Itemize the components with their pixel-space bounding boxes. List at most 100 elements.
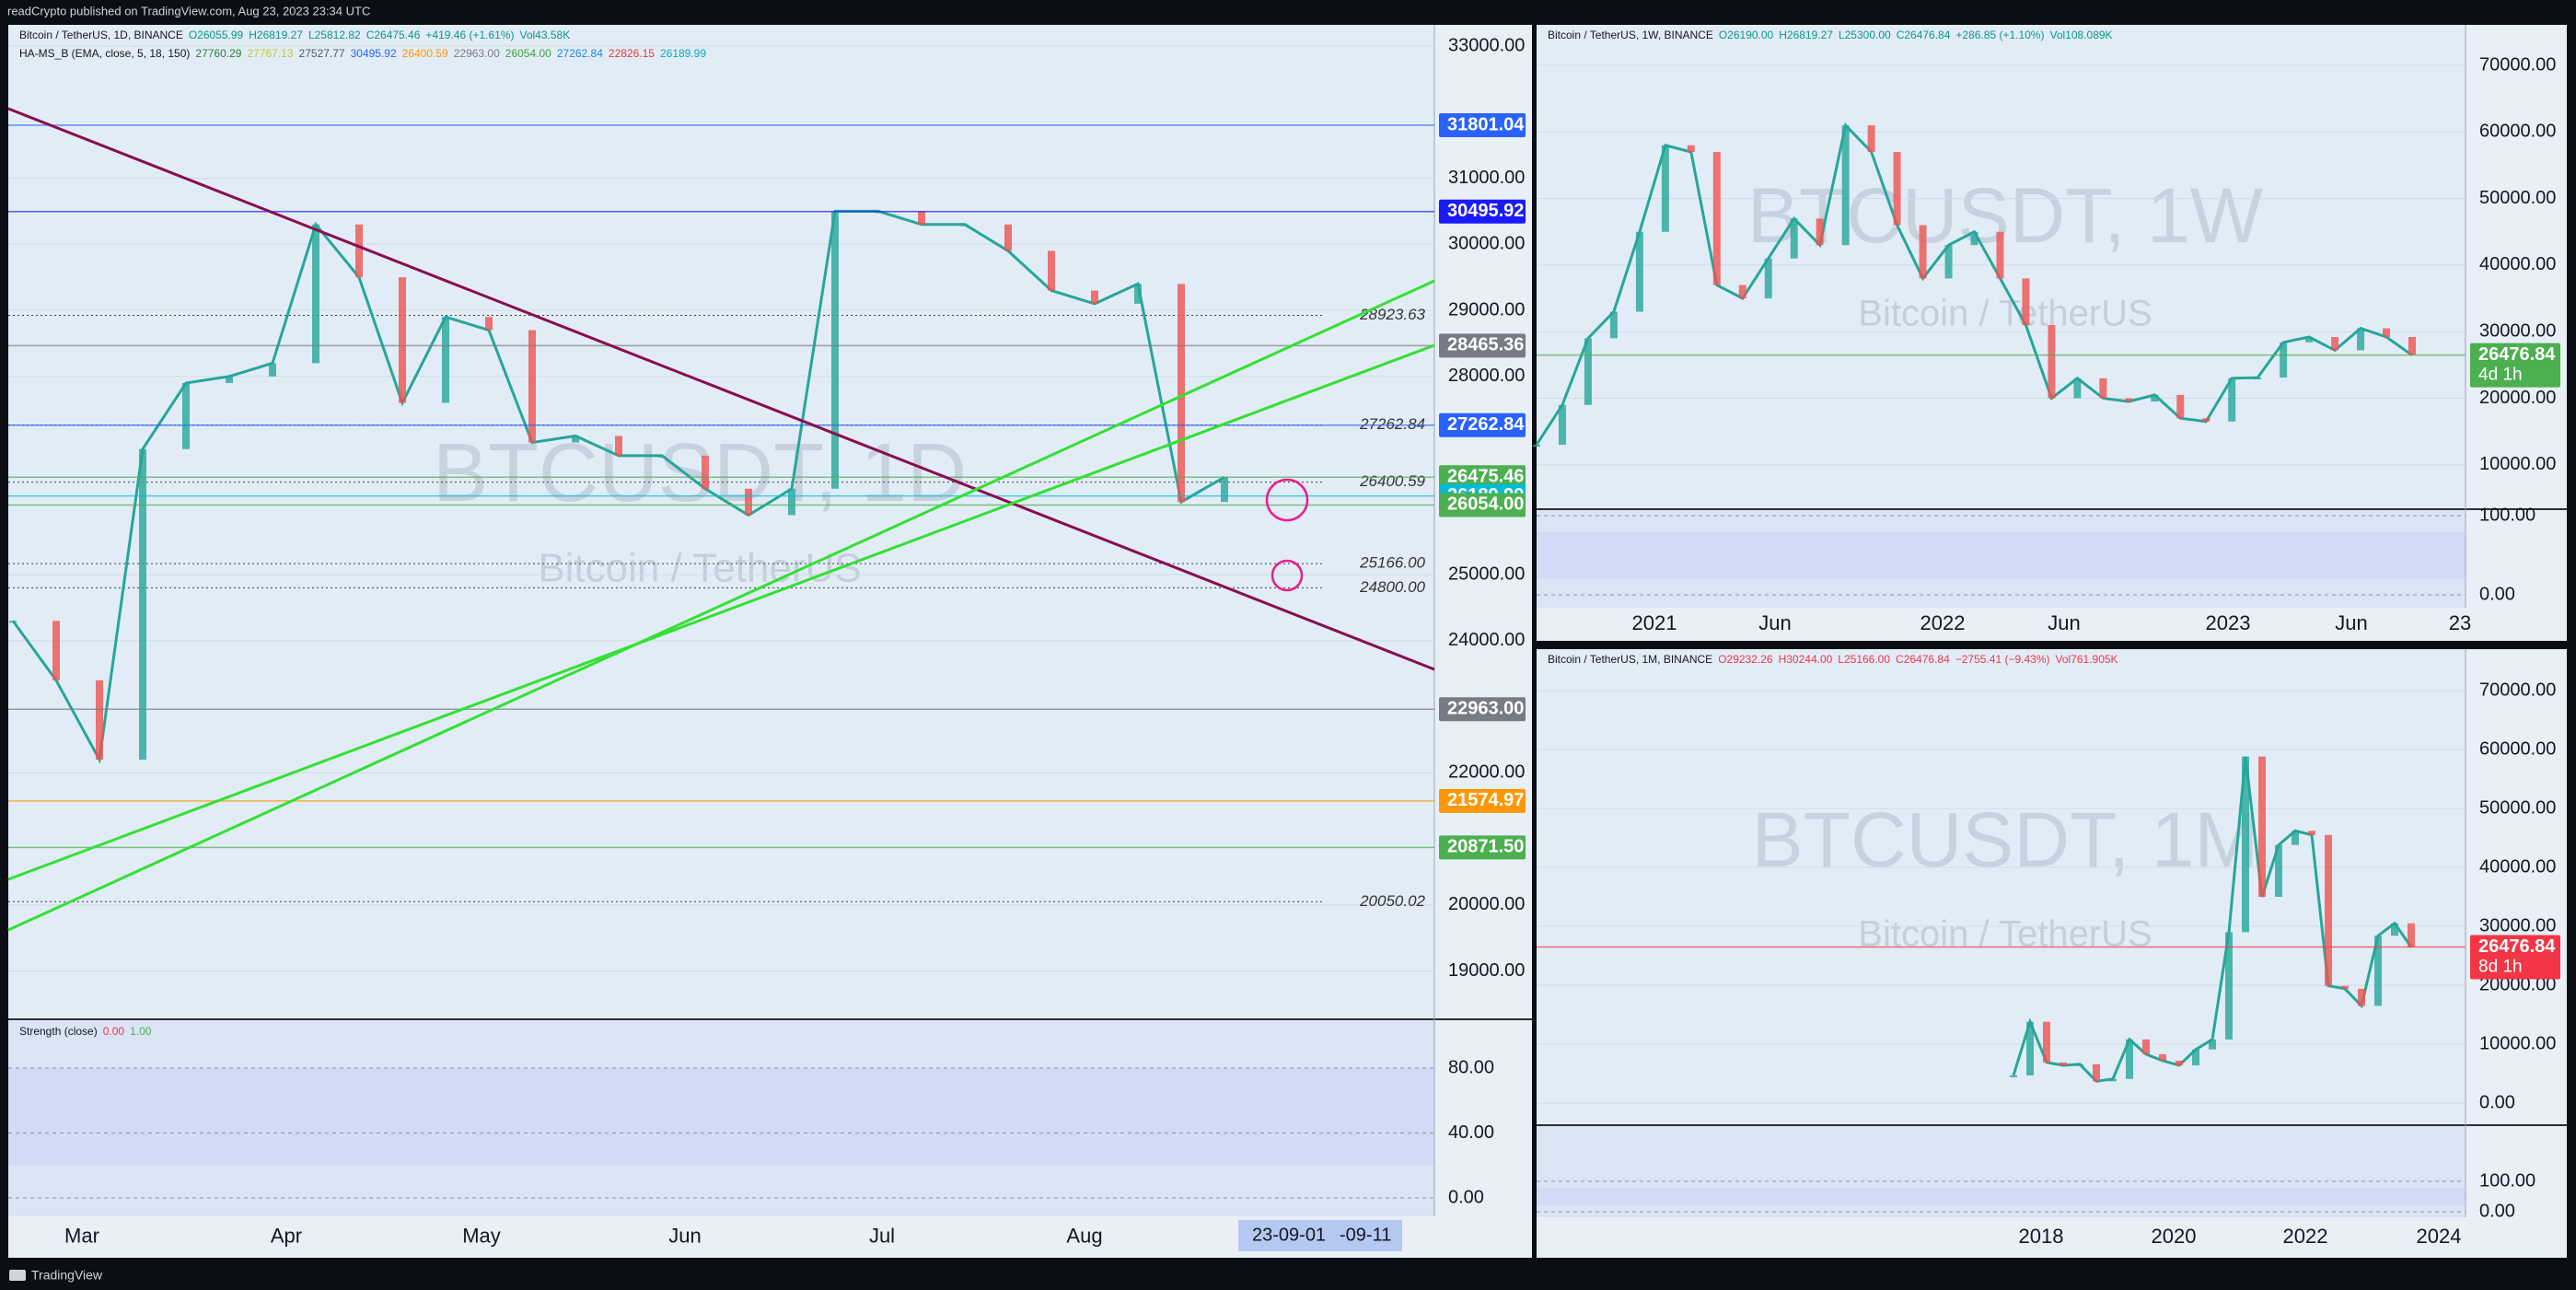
y-tick-label: 29000.00 [1448, 299, 1525, 320]
candle [2151, 394, 2159, 402]
osc-tick-label: 0.00 [2479, 584, 2515, 604]
info-item: C26476.84 [1896, 653, 1950, 666]
candle [442, 317, 449, 403]
price-badge [1439, 697, 1526, 722]
x-tick-label: 23 [2449, 611, 2471, 634]
x-tick-label: 2022 [2283, 1225, 2328, 1248]
y-tick-label: 30000.00 [2479, 915, 2556, 936]
badge-label: 26476.84 [2478, 936, 2556, 957]
candle [1712, 151, 1721, 285]
symbol-info: Bitcoin / TetherUS, 1M, BINANCE O29232.26… [1548, 653, 2118, 666]
badge-label: 20871.50 [1447, 837, 1524, 857]
trendline [7, 343, 1435, 881]
y-tick-label: 20000.00 [1448, 894, 1525, 914]
x-tick-label: 2021 [1632, 611, 1677, 634]
info-item: 26400.59 [402, 47, 448, 60]
candle [961, 224, 969, 227]
y-tick-label: 70000.00 [2479, 54, 2556, 75]
candle [918, 211, 925, 225]
watermark: BTCUSDT, 1D [433, 427, 967, 519]
watermark-sub: Bitcoin / TetherUS [1858, 294, 2152, 334]
candle [2292, 831, 2299, 845]
y-tick-label: 20000.00 [2479, 974, 2556, 994]
info-item: +286.85 (+1.10%) [1955, 29, 2044, 41]
info-item: 26189.99 [660, 47, 706, 60]
y-tick-label: 40000.00 [2479, 856, 2556, 877]
candle [1970, 231, 1978, 246]
price-badge [1439, 788, 1526, 813]
osc-tick-label: 100.00 [2479, 1170, 2535, 1191]
study-legend: HA-MS_B (EMA, close, 5, 18, 150) 27760.29… [19, 47, 706, 60]
candle [831, 211, 839, 489]
watermark-sub: Bitcoin / TetherUS [538, 546, 861, 591]
x-tick-label: 2020 [2152, 1225, 2197, 1248]
info-item: +419.46 (+1.61%) [425, 29, 514, 41]
candle [2357, 328, 2365, 351]
date-range [1238, 1220, 1402, 1251]
candle [1867, 125, 1875, 152]
candle [1893, 151, 1901, 226]
x-tick-label: May [462, 1224, 501, 1247]
candle [2254, 378, 2262, 380]
trendline [7, 107, 1435, 671]
x-tick-label: Jun [1758, 611, 1791, 634]
candle [745, 488, 752, 516]
badge-countdown: 8d 1h [2478, 958, 2523, 977]
badge-label: 31801.04 [1447, 114, 1525, 134]
symbol-info: Bitcoin / TetherUS, 1W, BINANCE O26190.00… [1548, 29, 2113, 41]
candle [1221, 477, 1228, 503]
candle [788, 488, 795, 516]
candle [658, 455, 666, 458]
candle [2308, 831, 2315, 835]
candle [2192, 1049, 2199, 1066]
y-tick-label: 30000.00 [2479, 320, 2556, 341]
candle [1661, 145, 1669, 232]
x-tick-label: 2023 [2206, 611, 2251, 634]
y-tick-label: 50000.00 [2479, 188, 2556, 208]
candle [1048, 250, 1055, 291]
marker-circle [1265, 478, 1309, 522]
osc-band [1537, 1187, 2466, 1206]
candle [2383, 328, 2391, 337]
watermark-sub: Bitcoin / TetherUS [1858, 914, 2152, 955]
candle [1533, 445, 1540, 447]
candle [2125, 398, 2133, 402]
candle [1790, 218, 1798, 259]
candle [528, 330, 536, 443]
candle [1919, 225, 1927, 279]
info-item: 30495.92 [351, 47, 397, 60]
x-tick-label: Jun [668, 1224, 701, 1247]
x-tick-label: 2024 [2417, 1225, 2462, 1248]
candle [269, 363, 276, 377]
candle [2408, 923, 2415, 947]
watermark: BTCUSDT, 1W [1747, 172, 2263, 259]
y-tick-label: 0.00 [2479, 1092, 2515, 1112]
candle [2225, 932, 2233, 1040]
candle [2341, 985, 2349, 989]
candle [2325, 834, 2332, 986]
info-item: 1.00 [130, 1025, 152, 1038]
candle [485, 317, 493, 331]
osc-legend: Strength (close) 0.00 1.00 [19, 1025, 152, 1038]
date-label: -09-11 [1340, 1225, 1391, 1245]
brand-logo [9, 1270, 26, 1281]
info-item: Vol761.905K [2056, 653, 2118, 666]
y-tick-label: 28000.00 [1448, 366, 1525, 386]
info-item: 27760.29 [195, 47, 241, 60]
info-item: 26054.00 [505, 47, 551, 60]
candle [2026, 1021, 2034, 1075]
info-item: Strength (close) [19, 1025, 98, 1038]
y-tick-label: 33000.00 [1448, 35, 1525, 55]
info-item: 27262.84 [557, 47, 603, 60]
y-tick-label: 30000.00 [1448, 234, 1525, 254]
price-badge [1439, 493, 1526, 517]
candle [1635, 231, 1643, 312]
candle [2060, 1062, 2067, 1066]
candle [2093, 1063, 2100, 1082]
y-tick-label: 40000.00 [2479, 254, 2556, 274]
x-tick-label: Mar [64, 1224, 99, 1247]
candle [2076, 1063, 2083, 1066]
y-tick-label: 31000.00 [1448, 168, 1525, 188]
level-label: 24800.00 [1359, 578, 1425, 596]
